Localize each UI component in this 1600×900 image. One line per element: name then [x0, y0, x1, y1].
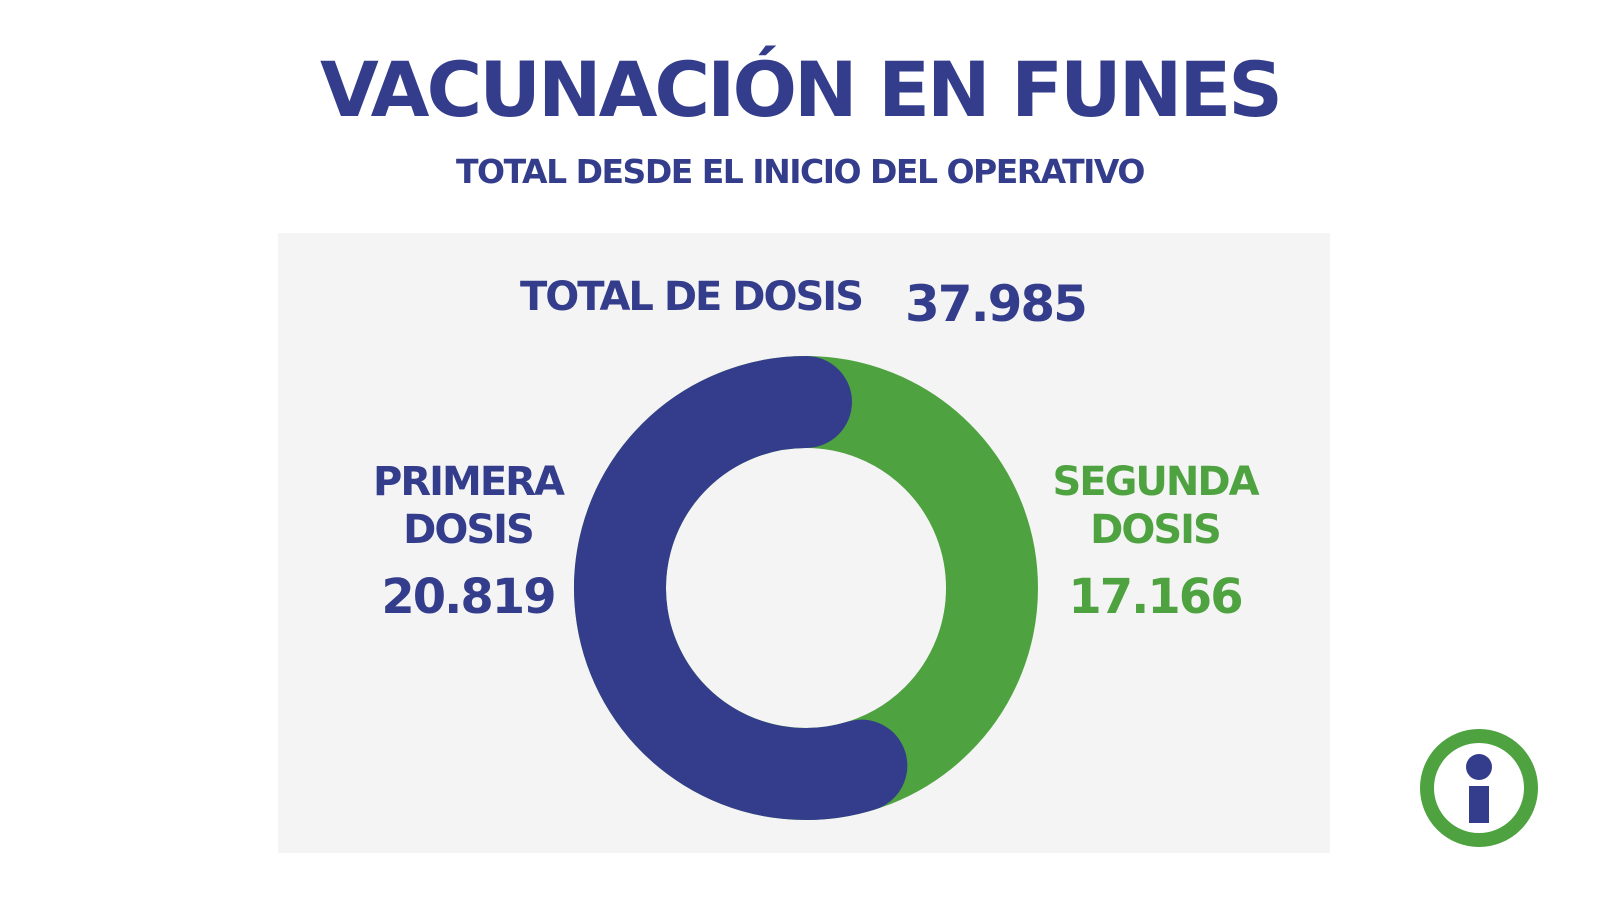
- info-icon-ring: [1420, 729, 1538, 847]
- info-icon: [1420, 729, 1538, 847]
- page-title: VACUNACIÓN EN FUNES: [320, 45, 1283, 134]
- second-dose-label-line2: DOSIS: [1090, 507, 1222, 553]
- second-dose-label: SEGUNDA DOSIS: [1005, 458, 1305, 554]
- total-doses-value: 37.985: [905, 275, 1088, 333]
- donut-chart: [574, 356, 1038, 820]
- total-doses-label: TOTAL DE DOSIS: [520, 274, 864, 320]
- info-icon-stem: [1469, 786, 1489, 823]
- first-dose-label-line2: DOSIS: [403, 507, 535, 553]
- page-subtitle: TOTAL DESDE EL INICIO DEL OPERATIVO: [456, 152, 1145, 191]
- info-icon-dot: [1466, 754, 1492, 780]
- first-dose-value: 20.819: [381, 569, 556, 625]
- first-dose-label-line1: PRIMERA: [373, 459, 565, 505]
- donut-slice-first-dose: [574, 356, 908, 820]
- second-dose-label-line1: SEGUNDA: [1052, 459, 1259, 505]
- second-dose-value: 17.166: [1068, 569, 1243, 625]
- first-dose-label: PRIMERA DOSIS: [318, 458, 618, 554]
